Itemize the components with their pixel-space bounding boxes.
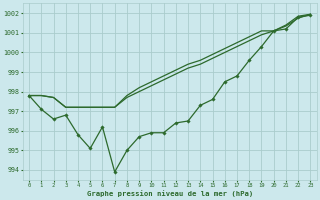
X-axis label: Graphe pression niveau de la mer (hPa): Graphe pression niveau de la mer (hPa) (87, 190, 253, 197)
